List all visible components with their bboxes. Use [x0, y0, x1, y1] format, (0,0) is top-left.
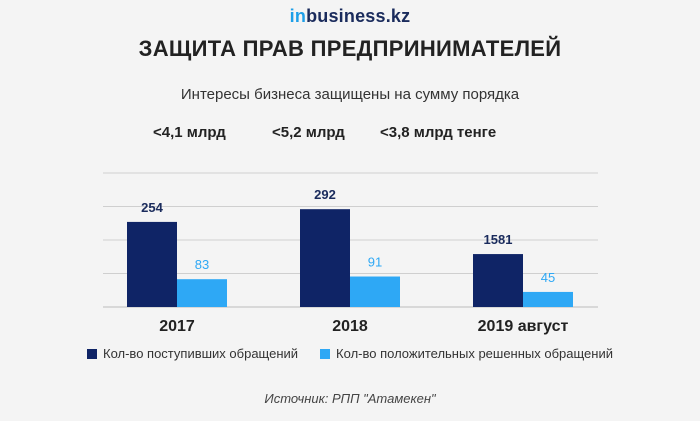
x-tick-label: 2017: [159, 318, 195, 335]
bar-received: [300, 209, 350, 307]
bar-resolved: [523, 291, 573, 307]
legend-item-resolved: Кол-во положительных решенных обращений: [320, 346, 613, 361]
bar-resolved: [177, 279, 227, 307]
chart-legend: Кол-во поступивших обращений Кол-во поло…: [0, 346, 700, 361]
logo-accent: in: [289, 6, 307, 26]
bar-received: [473, 254, 523, 307]
data-label: 292: [314, 187, 336, 202]
x-tick-label: 2018: [332, 318, 368, 335]
legend-swatch-resolved: [320, 348, 331, 359]
data-label: 1581: [484, 232, 513, 247]
legend-label-resolved: Кол-во положительных решенных обращений: [336, 346, 613, 361]
source-note: Источник: РПП "Атамекен": [264, 391, 436, 406]
chart-title: ЗАЩИТА ПРАВ ПРЕДПРИНИМАТЕЛЕЙ: [138, 36, 562, 61]
legend-item-received: Кол-во поступивших обращений: [87, 346, 298, 361]
bar-resolved: [350, 276, 400, 307]
data-label: 45: [541, 270, 555, 285]
x-tick-label: 2019 август: [478, 318, 569, 335]
chart-subtitle: Интересы бизнеса защищены на сумму поряд…: [180, 86, 520, 103]
bar-received: [127, 221, 177, 307]
legend-label-received: Кол-во поступивших обращений: [103, 346, 299, 361]
logo-text: business.kz: [306, 6, 411, 26]
data-label: 91: [368, 255, 382, 270]
amount-2019: <3,8 млрд тенге: [380, 124, 497, 141]
data-label: 83: [195, 257, 209, 272]
amount-2018: <5,2 млрд: [272, 124, 345, 141]
data-label: 254: [141, 200, 163, 215]
site-logo: inbusiness.kz: [0, 6, 700, 27]
legend-swatch-received: [87, 348, 97, 359]
amount-2017: <4,1 млрд: [153, 124, 226, 141]
